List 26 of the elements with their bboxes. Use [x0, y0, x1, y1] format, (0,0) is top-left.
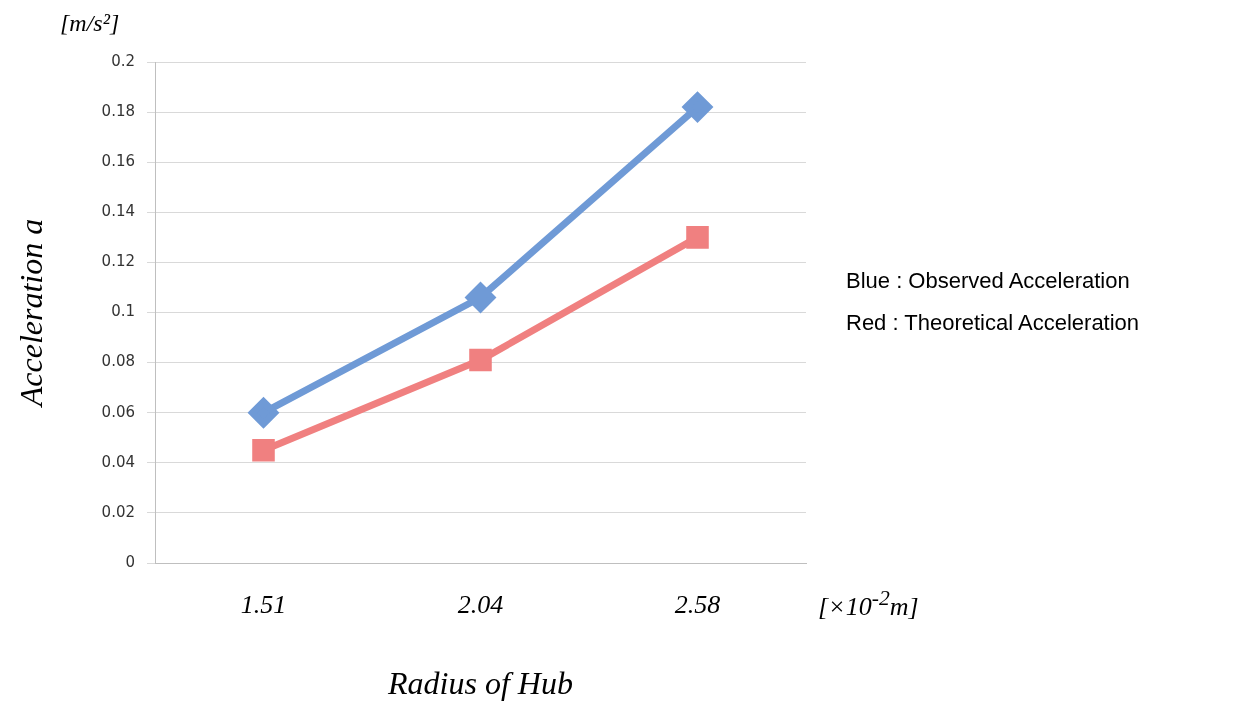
point: [466, 282, 495, 312]
y-tick-label: 0.2: [111, 51, 135, 70]
y-tick-label: 0.06: [101, 402, 135, 421]
point: [683, 92, 712, 122]
y-tick-label: 0.12: [101, 252, 135, 271]
y-tick-label: 0.08: [101, 352, 135, 371]
y-tick-label: 0.16: [101, 152, 135, 171]
text: [m/s²]: [60, 10, 120, 37]
text: Red : Theoretical Acceleration: [846, 310, 1140, 336]
y-tick-label: 0.04: [101, 452, 135, 471]
text: Blue : Observed Acceleration: [846, 268, 1130, 294]
x-tick-label: 2.58: [674, 590, 721, 620]
x-axis-title: Radius of Hub: [387, 665, 573, 702]
point: [469, 348, 492, 372]
y-tick-label: 0.02: [101, 502, 135, 521]
x-tick-label: 2.04: [457, 590, 504, 620]
y-tick-label: 0.1: [111, 302, 135, 321]
y-tick-label: 0.14: [101, 202, 135, 221]
y-tick-label: 0.18: [101, 101, 135, 120]
y-axis-title: Acceleration a: [12, 218, 49, 409]
y-tick-label: 0: [125, 552, 135, 571]
point: [249, 398, 278, 428]
point: [252, 439, 275, 462]
text: [×10$^{-2}$m]: [818, 586, 919, 622]
x-tick-label: 1.51: [240, 590, 287, 620]
point: [686, 226, 709, 249]
